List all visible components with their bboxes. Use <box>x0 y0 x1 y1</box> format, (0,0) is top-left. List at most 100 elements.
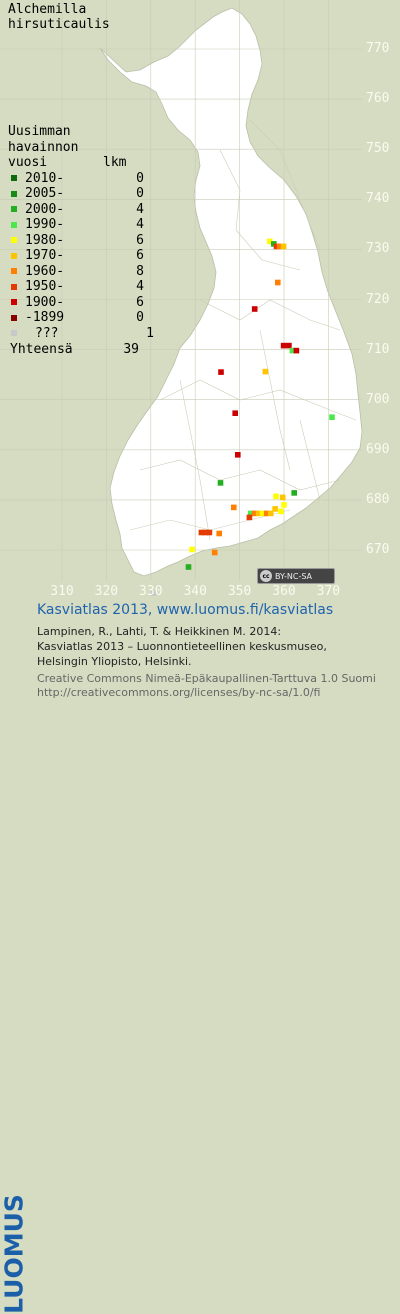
legend-count: 6 <box>136 232 144 248</box>
region-border <box>219 149 301 271</box>
northing-tick-label: 770 <box>366 41 390 56</box>
legend-period: 2000- <box>25 201 65 217</box>
distribution-map <box>0 0 400 600</box>
legend-swatch <box>11 330 17 337</box>
legend-swatch <box>11 314 17 321</box>
legend-row: 1980- 6 <box>8 233 154 249</box>
legend-period: 2010- <box>25 170 65 186</box>
legend-swatch <box>11 237 17 244</box>
legend-count: 1 <box>146 325 154 341</box>
observation-marker <box>280 342 287 349</box>
region-border <box>159 379 357 421</box>
observation-marker <box>278 508 284 515</box>
region-border <box>259 329 291 471</box>
legend-period: 1990- <box>25 217 65 232</box>
legend-total-count: 39 <box>123 342 139 357</box>
observation-marker <box>279 494 286 501</box>
northing-tick-label: 740 <box>366 191 390 207</box>
observation-marker <box>202 529 209 536</box>
observation-marker <box>211 549 218 556</box>
observation-marker <box>216 530 222 537</box>
observation-marker <box>263 510 270 517</box>
legend-count: 0 <box>136 170 144 186</box>
observation-marker <box>281 502 287 508</box>
legend-row: 2000- 4 <box>8 202 154 218</box>
legend-row: 1960- 8 <box>8 264 154 280</box>
observation-marker <box>293 347 300 354</box>
legend-swatch <box>11 252 17 259</box>
observation-marker <box>247 510 254 517</box>
cc-license-badge[interactable]: cc BY-NC-SA <box>257 568 335 584</box>
easting-tick-label: 370 <box>316 584 341 599</box>
legend-title-2: havainnon <box>8 139 79 155</box>
easting-tick-label: 320 <box>94 584 119 599</box>
observation-marker <box>251 306 258 312</box>
legend-row: 1900- 6 <box>8 295 154 311</box>
region-border <box>139 459 341 491</box>
northing-tick-label: 750 <box>366 141 390 157</box>
easting-tick-label: 310 <box>50 584 74 599</box>
northing-tick-label: 700 <box>366 391 390 407</box>
legend: Uusimman havainnon vuosi lkm 2010- 0 2005-… <box>8 124 154 358</box>
cc-badge-text: BY-NC-SA <box>275 571 313 581</box>
legend-swatch <box>11 299 17 306</box>
observation-marker <box>276 243 283 250</box>
legend-swatch <box>11 206 17 213</box>
observation-marker <box>246 514 253 521</box>
legend-swatch <box>11 190 17 197</box>
logo-text: LUOMUS <box>0 1194 29 1314</box>
observation-marker <box>232 410 238 416</box>
observation-marker <box>275 279 281 286</box>
observation-marker <box>273 243 280 250</box>
region-border <box>179 379 211 541</box>
easting-tick-label: 340 <box>183 584 207 599</box>
legend-period: ??? <box>35 325 59 341</box>
observation-marker <box>185 564 192 570</box>
legend-count: 0 <box>136 310 144 325</box>
credit-title[interactable]: Kasviatlas 2013, www.luomus.fi/kasviatla… <box>37 602 334 618</box>
observation-marker <box>262 368 269 375</box>
legend-col-count: lkm <box>103 155 127 170</box>
observation-marker <box>259 510 266 517</box>
observation-marker <box>218 369 224 375</box>
legend-count: 0 <box>136 186 144 201</box>
legend-period: 1980- <box>25 232 65 248</box>
observation-marker <box>255 510 262 517</box>
legend-period: 1900- <box>25 294 65 310</box>
legend-col-year: vuosi <box>8 155 48 170</box>
legend-swatch <box>11 268 17 275</box>
observation-marker <box>206 529 213 536</box>
license-line-2[interactable]: http://creativecommons.org/licenses/by-n… <box>37 686 321 699</box>
observation-marker <box>267 510 274 517</box>
observation-marker <box>198 529 205 536</box>
legend-total-label: Yhteensä <box>10 342 73 357</box>
legend-row: 1990- 4 <box>8 217 154 233</box>
luomus-logo: LUOMUS <box>0 604 29 1314</box>
observation-marker <box>217 480 224 486</box>
northing-tick-label: 720 <box>366 291 390 307</box>
legend-rows: 2010- 0 2005- 0 2000- 4 1990- 4 1980- 6 1970- 6 1960… <box>8 171 154 342</box>
legend-count: 4 <box>136 217 144 232</box>
observation-marker <box>272 506 278 512</box>
cc-icon: cc <box>260 570 272 582</box>
northing-tick-label: 670 <box>366 542 390 557</box>
legend-swatch <box>11 175 17 182</box>
northing-tick-label: 680 <box>366 491 390 507</box>
species-epithet: hirsuticaulis <box>8 17 110 32</box>
northing-tick-label: 690 <box>366 441 390 457</box>
region-border <box>249 119 321 251</box>
legend-header: vuosi lkm <box>8 155 154 171</box>
legend-row: ??? 1 <box>8 326 154 342</box>
legend-period: 1950- <box>25 279 65 294</box>
legend-count: 6 <box>136 248 144 263</box>
legend-title-1: Uusimman <box>8 124 71 139</box>
legend-period: 1960- <box>25 263 65 279</box>
region-border <box>299 419 321 501</box>
legend-row: 1970- 6 <box>8 248 154 264</box>
observation-marker <box>251 510 258 517</box>
observation-marker <box>280 243 287 250</box>
legend-row: 1950- 4 <box>8 279 154 295</box>
observation-marker <box>267 238 273 245</box>
credit-line-3: Helsingin Yliopisto, Helsinki. <box>37 655 192 668</box>
observation-marker <box>231 504 237 511</box>
